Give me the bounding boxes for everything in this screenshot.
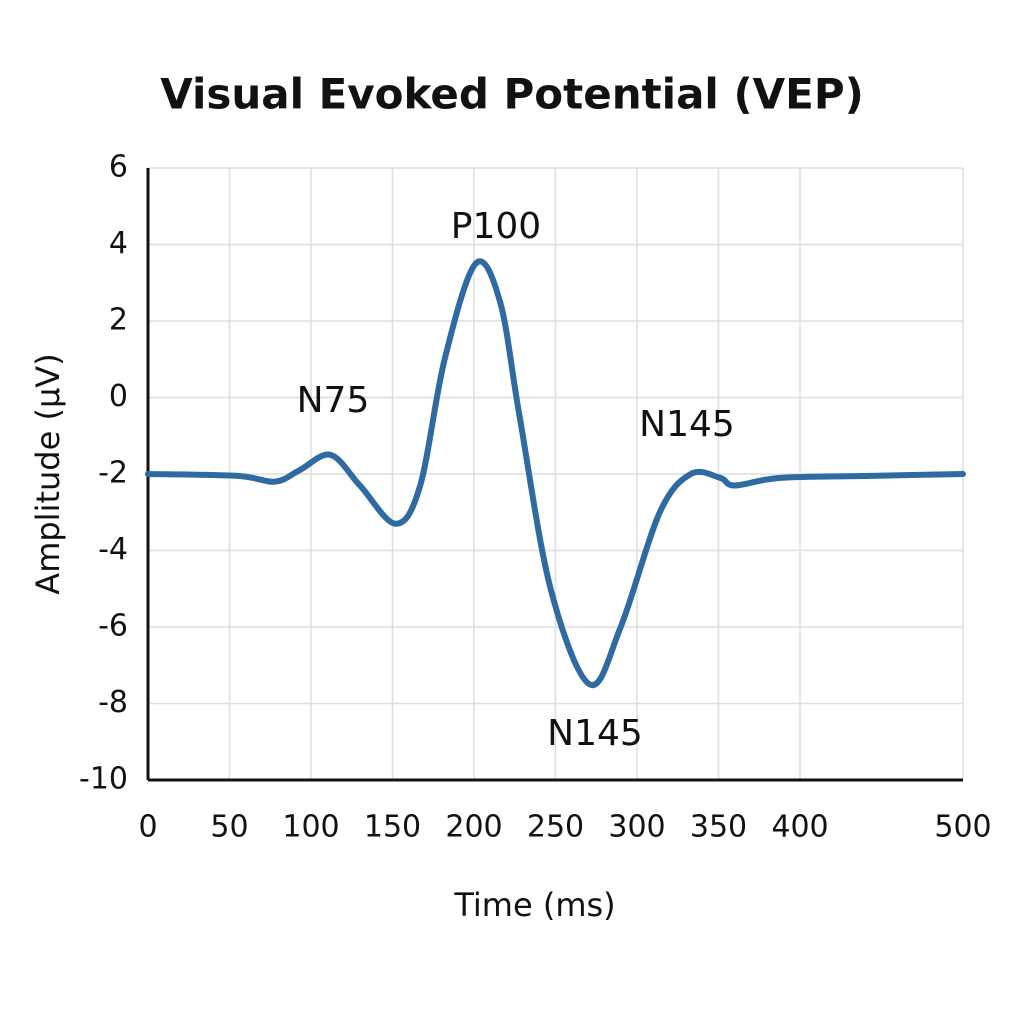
- x-tick-label: 50: [210, 810, 248, 845]
- y-tick-label: 2: [109, 303, 128, 338]
- y-axis-label: Amplitude (µV): [29, 353, 67, 594]
- y-tick-label: -8: [98, 685, 128, 720]
- x-tick-label: 350: [690, 810, 747, 845]
- x-axis-label: Time (ms): [453, 886, 615, 924]
- y-tick-label: -2: [98, 456, 128, 491]
- x-tick-label: 400: [771, 810, 828, 845]
- annotation: N75: [297, 380, 370, 421]
- x-tick-label: 250: [527, 810, 584, 845]
- y-tick-label: 4: [109, 226, 128, 261]
- x-tick-label: 0: [138, 810, 157, 845]
- x-tick-label: 150: [364, 810, 421, 845]
- x-tick-label: 300: [608, 810, 665, 845]
- y-tick-label: -10: [79, 762, 128, 797]
- y-tick-label: -6: [98, 609, 128, 644]
- y-tick-label: -4: [98, 532, 128, 567]
- x-tick-label: 200: [445, 810, 502, 845]
- x-tick-label: 100: [282, 810, 339, 845]
- annotation: P100: [451, 206, 541, 247]
- chart-title: Visual Evoked Potential (VEP): [160, 70, 864, 119]
- line: [145, 258, 966, 689]
- annotation: N145: [547, 713, 643, 754]
- x-tick-label: 500: [934, 810, 991, 845]
- annotation: N145: [639, 404, 735, 445]
- y-tick-label: 0: [109, 379, 128, 414]
- y-tick-label: 6: [109, 150, 128, 185]
